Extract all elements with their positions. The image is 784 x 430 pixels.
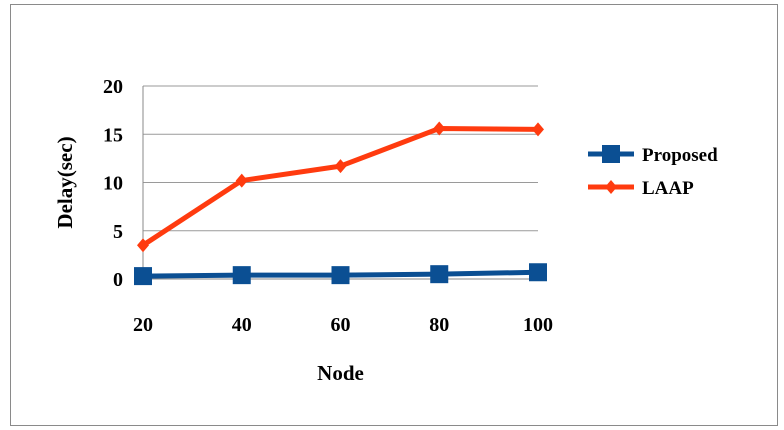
x-tick-label: 60 <box>331 314 351 336</box>
y-tick-label: 10 <box>103 173 123 195</box>
legend: Proposed LAAP <box>588 145 718 199</box>
data-point-laap <box>433 121 446 136</box>
y-axis-title: Delay(sec) <box>53 136 77 228</box>
legend-marker <box>605 180 617 194</box>
y-tick-label: 15 <box>103 124 123 146</box>
y-tick-label: 20 <box>103 76 123 98</box>
data-point-proposed <box>232 266 251 285</box>
legend-item-proposed: Proposed <box>588 145 718 166</box>
legend-item-laap: LAAP <box>588 178 694 199</box>
data-point-proposed <box>529 263 547 282</box>
data-point-laap <box>235 173 248 188</box>
x-tick-label: 100 <box>523 314 553 336</box>
series-proposed <box>134 263 547 286</box>
legend-label: LAAP <box>642 178 694 199</box>
y-tick-label: 0 <box>113 269 123 291</box>
data-point-laap <box>532 122 544 137</box>
data-point-proposed <box>331 266 350 285</box>
x-tick-label: 40 <box>232 314 252 336</box>
data-point-proposed <box>134 267 152 286</box>
legend-marker <box>602 145 620 163</box>
series-laap <box>137 121 544 253</box>
legend-label: Proposed <box>642 145 718 166</box>
series-line-laap <box>141 125 539 248</box>
x-tick-labels: 20 40 60 80 100 <box>133 314 553 336</box>
y-tick-label: 5 <box>113 221 123 243</box>
data-point-laap <box>137 238 149 253</box>
series-layer <box>134 121 547 286</box>
grid-lines <box>143 85 538 232</box>
x-axis-title: Node <box>317 361 364 385</box>
chart-frame <box>10 4 778 426</box>
x-tick-label: 80 <box>429 314 449 336</box>
x-tick-label: 20 <box>133 314 153 336</box>
y-tick-labels: 0 5 10 15 20 <box>103 76 123 291</box>
data-point-laap <box>334 159 347 174</box>
data-point-proposed <box>430 265 449 284</box>
